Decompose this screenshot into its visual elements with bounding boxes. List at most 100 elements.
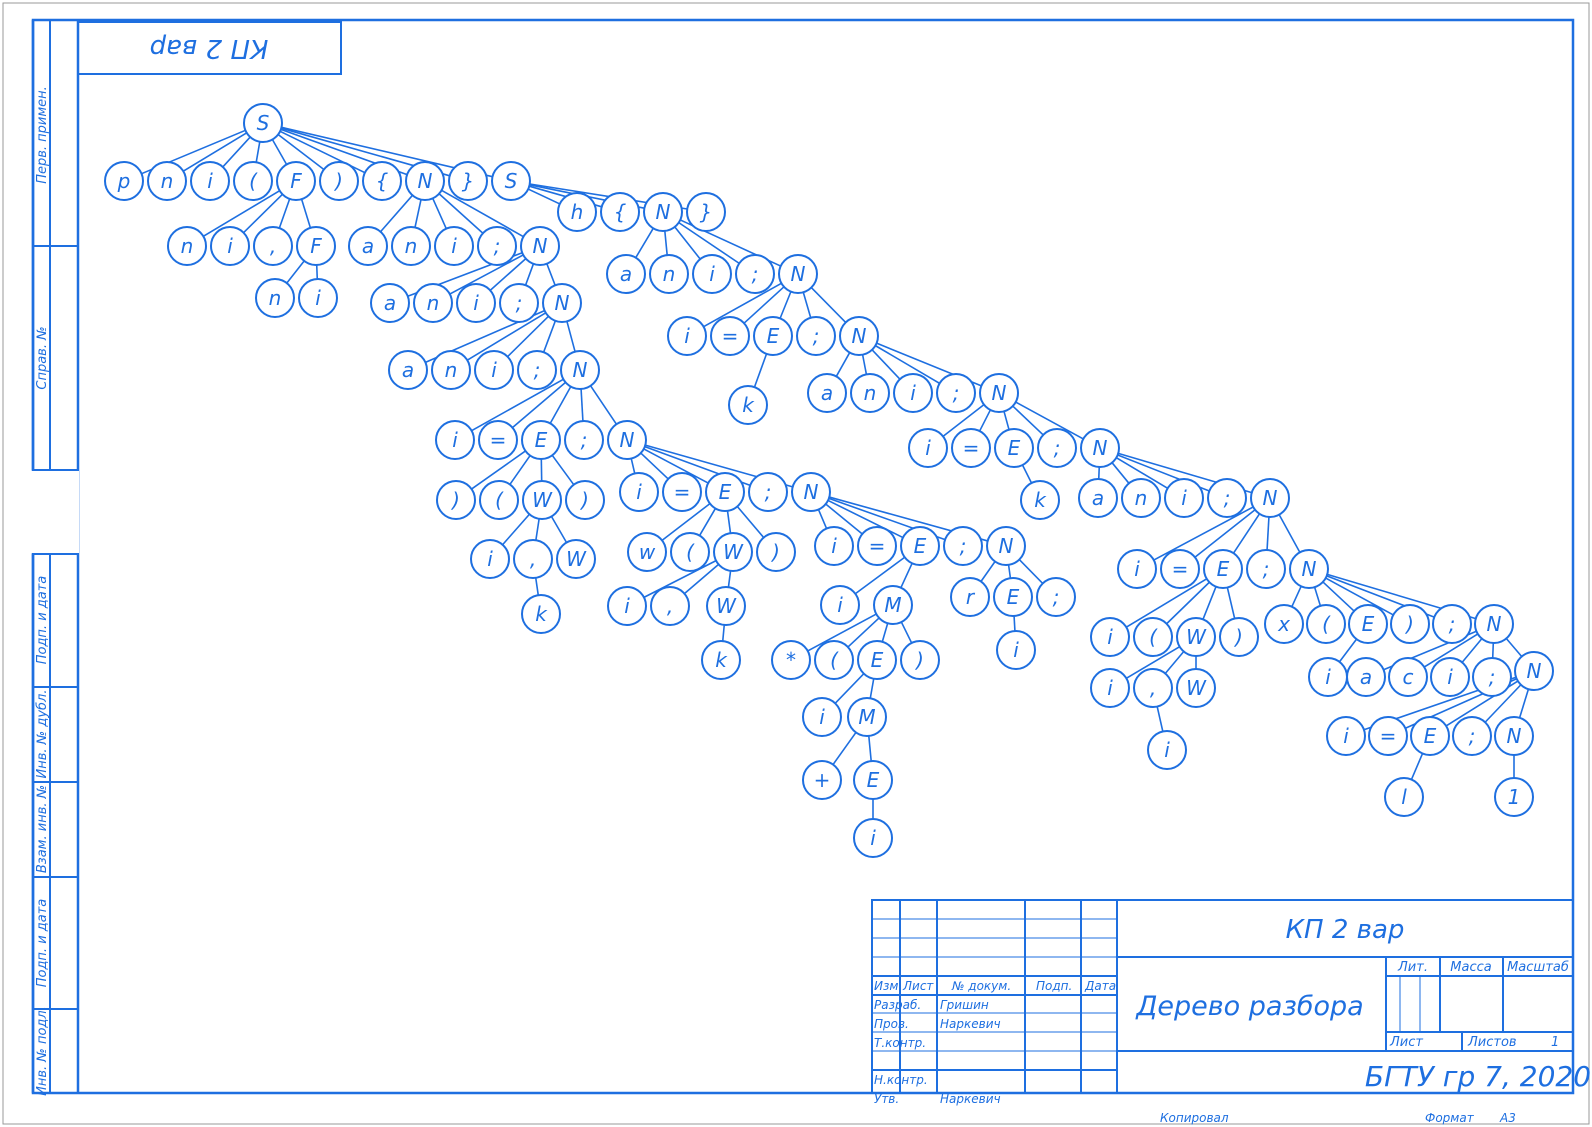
tree-node-circle — [1117, 549, 1157, 589]
tree-edge — [441, 189, 524, 238]
tree-node-circle — [713, 532, 753, 572]
tree-node-label: W — [566, 547, 587, 571]
tree-node-label: ( — [830, 648, 839, 672]
tree-node-circle — [893, 373, 933, 413]
tree-node-circle — [542, 283, 582, 323]
tree-edge — [255, 141, 261, 163]
tree-node: i — [667, 316, 707, 356]
tree-edge — [1232, 513, 1261, 554]
tree-node: ) — [319, 161, 359, 201]
tree-node-circle — [243, 103, 283, 143]
tree-node-label: F — [290, 169, 302, 193]
tree-node: k — [701, 640, 741, 680]
tree-node: i — [1164, 478, 1204, 518]
tree-node-label: ; — [765, 480, 772, 504]
tree-edge — [589, 385, 618, 425]
tree-edge — [471, 450, 526, 490]
tree-edge — [1111, 462, 1130, 484]
tree-node: i — [1326, 716, 1366, 756]
tree-node-circle — [1078, 478, 1118, 518]
tree-edge — [698, 508, 717, 536]
name-razrab: Гришин — [940, 998, 989, 1012]
tree-node-circle — [448, 161, 488, 201]
tree-node-circle — [607, 420, 647, 460]
tree-edge — [847, 617, 880, 648]
tree-node: ( — [814, 640, 854, 680]
tree-node-circle — [1219, 617, 1259, 657]
tree-node-circle — [348, 226, 388, 266]
tree-node-circle — [556, 539, 596, 579]
tree-edge — [1338, 638, 1358, 663]
tree-edge — [1491, 642, 1495, 659]
tree-node-circle — [857, 640, 897, 680]
tree-node-circle — [436, 480, 476, 520]
tree-node-label: i — [624, 594, 630, 618]
tree-node: N — [979, 373, 1019, 413]
tree-node-circle — [748, 472, 788, 512]
tree-node-circle — [900, 640, 940, 680]
tree-node: l — [1384, 777, 1424, 817]
tree-node-circle — [853, 818, 893, 858]
tree-node-circle — [627, 532, 667, 572]
tree-node-circle — [1410, 716, 1450, 756]
tree-node: * — [771, 640, 811, 680]
tree-node: } — [448, 161, 488, 201]
tree-node-circle — [853, 760, 893, 800]
tree-node: N — [1250, 478, 1290, 518]
tree-node-circle — [701, 640, 741, 680]
tree-node-label: r — [966, 585, 976, 609]
tree-node-circle — [1203, 549, 1243, 589]
tree-edge — [640, 452, 669, 480]
tree-node-circle — [276, 161, 316, 201]
tree-node-label: a — [402, 358, 414, 382]
tree-node-label: n — [405, 234, 418, 258]
tree-edge — [817, 509, 828, 529]
tree-node-circle — [1164, 478, 1204, 518]
tree-node-circle — [1432, 604, 1472, 644]
tree-node-label: c — [1403, 665, 1414, 689]
tree-node-circle — [1250, 478, 1290, 518]
format-label: Формат — [1425, 1111, 1475, 1125]
list-label: Лист — [1389, 1035, 1423, 1050]
tree-node: i — [1147, 730, 1187, 770]
tree-node-circle — [756, 532, 796, 572]
tree-node: N — [560, 350, 600, 390]
tree-node-circle — [1306, 604, 1346, 644]
tree-node-circle — [850, 373, 890, 413]
tree-node-circle — [1037, 428, 1077, 468]
col-list: Лист — [902, 979, 934, 993]
tree-node-label: N — [418, 169, 433, 193]
tree-node-label: { — [376, 169, 389, 193]
tree-edge — [1202, 586, 1217, 620]
tree-node: E — [994, 428, 1034, 468]
tree-edge — [874, 344, 941, 385]
tree-node: i — [1430, 657, 1470, 697]
tree-node-circle — [1384, 777, 1424, 817]
tree-node: ; — [796, 316, 836, 356]
tree-node: , — [1133, 668, 1173, 708]
tree-node-circle — [477, 226, 517, 266]
tree-node: N — [1080, 428, 1120, 468]
listov-label: Листов — [1467, 1035, 1517, 1050]
tree-edge — [661, 502, 711, 542]
tree-node-circle — [521, 420, 561, 460]
tree-node-label: N — [573, 358, 588, 382]
tree-edge — [1153, 506, 1254, 561]
tree-node-label: ; — [752, 262, 759, 286]
tree-edge — [489, 258, 527, 291]
tree-node-label: ; — [1053, 585, 1060, 609]
tree-node-label: E — [1362, 612, 1375, 636]
tree-node-circle — [557, 192, 597, 232]
tree-node-circle — [994, 428, 1034, 468]
tree-node-circle — [233, 161, 273, 201]
tree-node-circle — [1346, 657, 1386, 697]
tree-node: E — [857, 640, 897, 680]
tree-node-label: = — [674, 480, 691, 504]
tree-edge — [900, 562, 913, 589]
tree-node-label: i — [1107, 625, 1113, 649]
tree-node-circle — [1264, 604, 1304, 644]
tree-node-circle — [491, 161, 531, 201]
tree-edge — [1313, 586, 1322, 607]
tree-node-circle — [470, 539, 510, 579]
tree-node-circle — [619, 472, 659, 512]
